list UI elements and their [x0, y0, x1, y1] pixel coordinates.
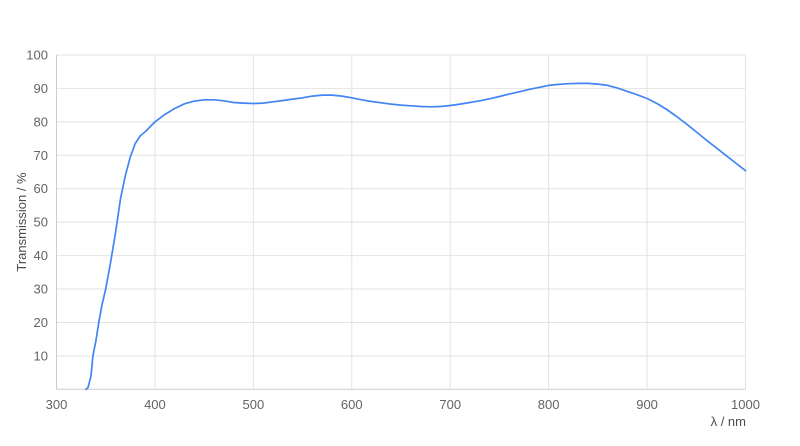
y-tick-label: 90 [34, 81, 48, 96]
y-tick-label: 30 [34, 282, 48, 297]
y-tick-label: 20 [34, 315, 48, 330]
x-tick-label: 1000 [731, 397, 760, 412]
y-tick-label: 70 [34, 148, 48, 163]
x-tick-label: 700 [439, 397, 461, 412]
x-tick-labels: 300 400 500 600 700 800 900 1000 [46, 397, 760, 412]
x-tick-label: 300 [46, 397, 68, 412]
x-tick-label: 800 [538, 397, 560, 412]
x-tick-label: 400 [144, 397, 166, 412]
y-tick-label: 50 [34, 215, 48, 230]
transmission-curve [85, 82, 747, 391]
y-tick-label: 40 [34, 248, 48, 263]
y-axis-title: Transmission / % [14, 172, 29, 272]
y-tick-label: 100 [26, 48, 48, 63]
y-tick-label: 60 [34, 181, 48, 196]
x-axis-title: λ / nm [711, 414, 746, 429]
y-tick-label: 10 [34, 348, 48, 363]
series-line [85, 82, 747, 391]
y-tick-label: 80 [34, 114, 48, 129]
axis-lines [56, 55, 746, 390]
x-tick-label: 900 [636, 397, 658, 412]
x-tick-label: 600 [341, 397, 363, 412]
x-tick-label: 500 [243, 397, 265, 412]
y-tick-labels: 10 20 30 40 50 60 70 80 90 100 [26, 48, 48, 364]
